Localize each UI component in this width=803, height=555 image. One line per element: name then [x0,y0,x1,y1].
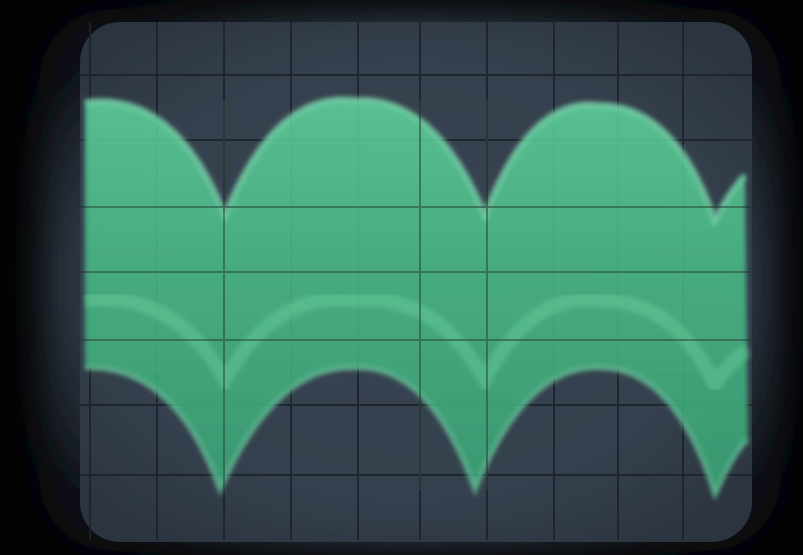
graticule-over-trace [80,100,752,490]
trace-lower-edge [84,365,750,503]
trace-band [85,99,748,495]
trace-inner-upper [84,292,752,400]
